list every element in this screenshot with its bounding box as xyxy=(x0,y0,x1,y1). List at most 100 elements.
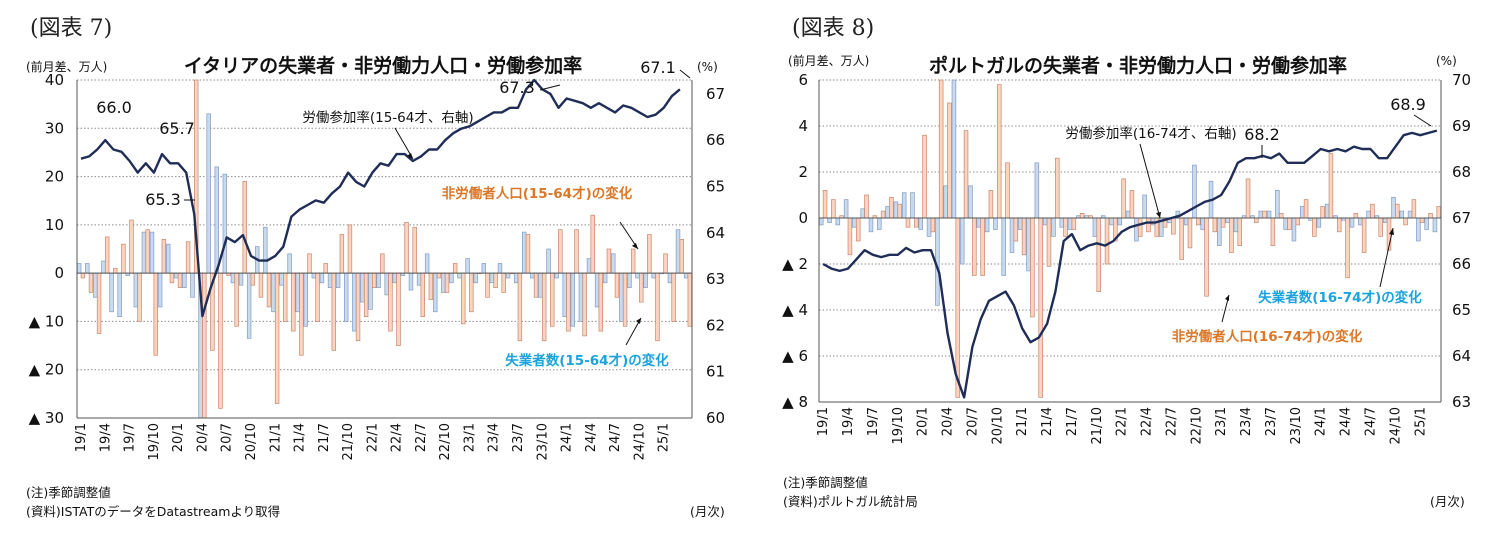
bar-non-labour xyxy=(121,243,126,274)
x-tick-label: 20/4 xyxy=(195,423,210,452)
bar-non-labour xyxy=(582,272,587,337)
x-tick-label: 20/10 xyxy=(244,423,259,460)
bar-non-labour xyxy=(1419,217,1425,223)
bar-unemployed xyxy=(214,166,219,274)
bar-unemployed xyxy=(1059,217,1065,228)
bar-non-labour xyxy=(355,272,361,342)
x-tick-label: 20/1 xyxy=(171,423,186,452)
bar-unemployed xyxy=(1358,217,1363,226)
bar-non-labour xyxy=(525,234,531,274)
right-tick-label: 60 xyxy=(706,409,725,427)
bar-non-labour xyxy=(372,272,377,288)
bar-non-labour xyxy=(1030,217,1035,318)
bar-non-labour xyxy=(1353,213,1359,219)
x-tick-label: 22/10 xyxy=(1189,407,1204,444)
bar-unemployed xyxy=(303,272,308,327)
bar-non-labour xyxy=(444,272,450,293)
bar-non-labour xyxy=(274,272,280,404)
bar-non-labour xyxy=(145,229,150,274)
bar-non-labour xyxy=(1055,157,1060,219)
bar-non-labour xyxy=(1303,199,1309,219)
bar-non-labour xyxy=(1212,217,1218,233)
right-tick-label: 66 xyxy=(706,131,725,149)
bar-unemployed xyxy=(877,217,882,230)
bar-unemployed xyxy=(489,272,495,284)
bar-non-labour xyxy=(679,238,684,274)
x-tick-label: 19/1 xyxy=(816,407,831,436)
bar-unemployed xyxy=(335,272,341,288)
bar-unemployed xyxy=(1001,217,1006,276)
bar-unemployed xyxy=(133,272,139,308)
bar-unemployed xyxy=(885,206,890,219)
bar-non-labour xyxy=(517,272,523,342)
bar-unemployed xyxy=(93,272,98,298)
bar-unemployed xyxy=(594,272,600,308)
annot-italy-67-3-leader xyxy=(539,84,561,91)
chart-portugal-right-unit: (%) xyxy=(1436,54,1457,68)
bar-non-labour xyxy=(1361,217,1367,253)
bar-non-labour xyxy=(1179,217,1184,260)
x-tick-label: 23/1 xyxy=(462,423,477,452)
chart-portugal-line xyxy=(822,129,1438,399)
x-tick-label: 22/7 xyxy=(414,423,429,452)
bar-non-labour xyxy=(363,272,369,317)
bar-unemployed xyxy=(141,231,147,274)
bar-unemployed xyxy=(667,272,673,284)
bar-non-labour xyxy=(307,253,312,274)
bar-non-labour xyxy=(1079,213,1085,219)
right-tick-label: 65 xyxy=(706,177,725,195)
x-tick-label: 23/10 xyxy=(535,423,550,460)
bar-non-labour xyxy=(250,272,256,286)
bar-unemployed xyxy=(1258,210,1264,219)
x-tick-label: 21/4 xyxy=(1040,407,1055,436)
left-tick-label: ▲ 10 xyxy=(29,312,64,330)
bar-non-labour xyxy=(137,272,142,322)
bar-unemployed xyxy=(1225,217,1230,223)
bar-unemployed xyxy=(433,272,438,313)
right-tick-label: 67 xyxy=(706,85,725,103)
bar-non-labour xyxy=(955,217,961,398)
bar-unemployed xyxy=(1391,196,1396,219)
bar-non-labour xyxy=(396,272,401,346)
bar-unemployed xyxy=(1051,217,1056,237)
x-tick-label: 21/10 xyxy=(341,423,356,460)
chart-italy-title: イタリアの失業者・非労働力人口・労働参加率 xyxy=(184,54,582,77)
bar-non-labour xyxy=(1336,217,1342,233)
bar-unemployed xyxy=(619,272,624,322)
bar-non-labour xyxy=(291,272,296,332)
bar-non-labour xyxy=(234,272,239,327)
bar-non-labour xyxy=(169,272,175,284)
chart-italy-line xyxy=(80,78,681,318)
bar-non-labour xyxy=(428,272,434,301)
right-tick-label: 67 xyxy=(1452,209,1471,227)
bar-non-labour xyxy=(485,272,490,298)
bar-non-labour xyxy=(1204,217,1209,297)
bar-unemployed xyxy=(263,226,268,274)
x-tick-label: 22/1 xyxy=(1115,407,1130,436)
bar-non-labour xyxy=(1287,217,1292,230)
label-italy-unemp: 失業者数(15-64才)の変化 xyxy=(505,352,669,369)
bar-non-labour xyxy=(1320,206,1325,219)
bar-non-labour xyxy=(996,84,1002,219)
bar-non-labour xyxy=(315,272,320,322)
x-tick-label: 24/7 xyxy=(608,423,623,452)
bar-unemployed xyxy=(165,243,171,274)
x-tick-label: 20/7 xyxy=(965,407,980,436)
bar-non-labour xyxy=(988,190,994,219)
bar-unemployed xyxy=(206,113,211,274)
bar-non-labour xyxy=(258,272,264,298)
bar-unemployed xyxy=(578,272,584,322)
bar-unemployed xyxy=(149,231,155,274)
bar-unemployed xyxy=(465,258,470,274)
note-portugal-1: (資料)ポルトガル統計局 xyxy=(783,494,918,509)
left-tick-label: 40 xyxy=(45,71,64,89)
bar-unemployed xyxy=(1034,162,1040,219)
bar-unemployed xyxy=(190,272,195,298)
bar-unemployed xyxy=(901,192,907,219)
right-tick-label: 64 xyxy=(1452,347,1471,365)
bar-non-labour xyxy=(388,272,393,332)
bar-non-labour xyxy=(323,263,328,274)
x-tick-label: 22/1 xyxy=(365,423,380,452)
